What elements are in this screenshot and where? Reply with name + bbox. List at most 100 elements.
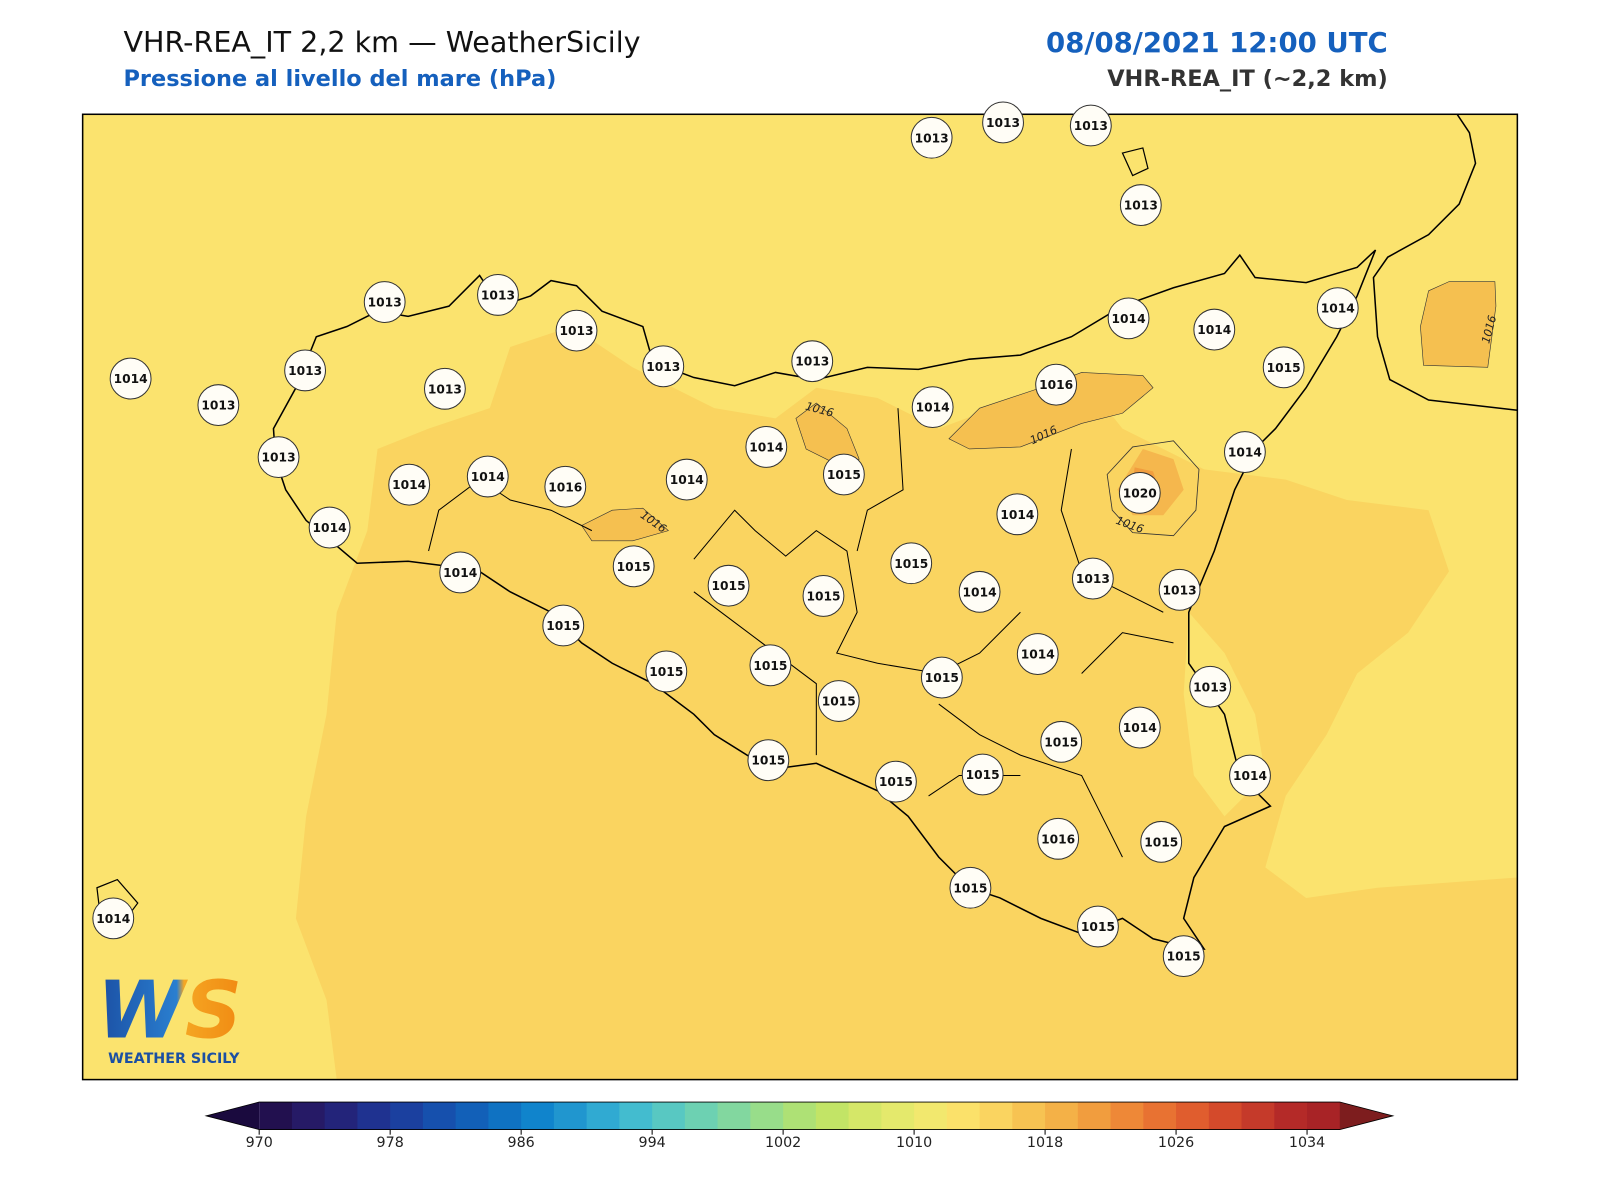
colorbar-segment [324,1102,358,1130]
station-value: 1015 [879,775,913,789]
station-marker [363,281,406,323]
station-marker [612,545,655,588]
pressure-area [795,402,860,465]
station-marker [996,493,1039,536]
colorbar-segment [914,1102,948,1130]
station-value: 1014 [1321,302,1355,316]
station-marker [439,551,482,594]
station-value: 1014 [443,566,477,580]
station-value: 1014 [1000,508,1034,522]
colorbar-segment [1176,1102,1210,1130]
station-value: 1014 [471,470,505,484]
station-marker [284,349,327,392]
station-marker [1223,431,1266,473]
station-marker [1119,184,1162,227]
station-value: 1016 [548,480,582,494]
station-marker [875,760,917,803]
station-value: 1015 [753,659,787,673]
colorbar-tick-label: 978 [377,1135,404,1151]
station-value: 1013 [1193,680,1227,694]
station-value: 1015 [1081,920,1115,934]
station-value: 1013 [262,451,296,465]
station-marker [1037,817,1080,860]
colorbar-segment [750,1102,784,1130]
station-marker [1193,308,1236,351]
station-marker [308,506,351,549]
station-marker [791,340,834,383]
station-marker [749,644,792,687]
station-marker [949,866,992,909]
station-marker [1162,935,1205,978]
station-marker [822,453,865,496]
station-marker [197,384,240,427]
colorbar-tick-label: 1010 [896,1135,932,1151]
colorbar-segment [259,1102,293,1130]
station-value: 1015 [649,665,683,679]
colorbar: 970 978 986 994 1002 1010 1018 1026 1034 [204,1101,1395,1151]
pressure-area [581,507,669,542]
colorbar-tick-label: 1026 [1158,1135,1194,1151]
station-value: 1014 [963,585,997,599]
station-marker [982,101,1024,144]
map-frame [81,113,1519,1081]
station-value: 1014 [1112,312,1146,326]
station-value: 1020 [1123,486,1157,500]
colorbar-segment [390,1102,424,1130]
colorbar-segment [783,1102,817,1130]
colorbar-segment [684,1102,719,1130]
station-marker [92,897,135,940]
colorbar-tick-label: 1002 [765,1135,801,1151]
station-marker [745,426,788,468]
station-value: 1015 [953,881,987,895]
station-value: 1015 [806,589,840,603]
station-marker [817,680,860,722]
station-value: 1016 [1039,378,1073,392]
station-value: 1014 [1123,721,1157,735]
colorbar-segment [1143,1102,1177,1130]
colorbar-segment [357,1102,391,1130]
colorbar-tick-label: 1034 [1289,1135,1325,1151]
station-value: 1014 [392,478,426,492]
station-value: 1014 [670,473,704,487]
station-marker [642,345,685,388]
station-value: 1015 [1144,835,1178,849]
station-marker [1118,471,1161,514]
station-marker [1262,346,1305,389]
station-marker [423,367,466,410]
station-value: 1014 [749,440,783,454]
colorbar-segment [619,1102,653,1130]
station-value: 1015 [546,619,580,633]
title: VHR-REA_IT 2,2 km — WeatherSicily [123,25,640,59]
station-value: 1015 [751,754,785,768]
station-value: 1013 [646,360,680,374]
station-marker [1071,557,1114,600]
colorbar-tick-label: 1018 [1027,1135,1063,1151]
station-marker [1316,287,1359,330]
pressure-area [948,372,1154,450]
station-value: 1013 [428,382,462,396]
logo-name: WEATHER SICILY [108,1051,240,1067]
pressure-area [295,326,1518,1080]
station-value: 1014 [1233,769,1267,783]
station-marker [747,739,790,782]
colorbar-segment [488,1102,522,1130]
colorbar-segment [848,1102,882,1130]
colorbar-segment [553,1102,588,1130]
station-value: 1013 [201,399,235,413]
subtitle: Pressione al livello del mare (hPa) [123,66,556,92]
station-value: 1014 [96,912,130,926]
station-marker [1140,820,1183,863]
station-value: 1016 [1041,832,1075,846]
colorbar-segment [1274,1102,1308,1130]
station-marker [1069,104,1112,147]
station-marker [542,604,585,647]
colorbar-tick-label: 970 [246,1135,273,1151]
colorbar-segment [1307,1102,1341,1130]
station-value: 1015 [966,768,1000,782]
station-value: 1015 [712,579,746,593]
station-value: 1015 [827,468,861,482]
station-marker [1035,363,1078,406]
station-value: 1014 [1197,323,1231,337]
colorbar-under [206,1102,260,1130]
